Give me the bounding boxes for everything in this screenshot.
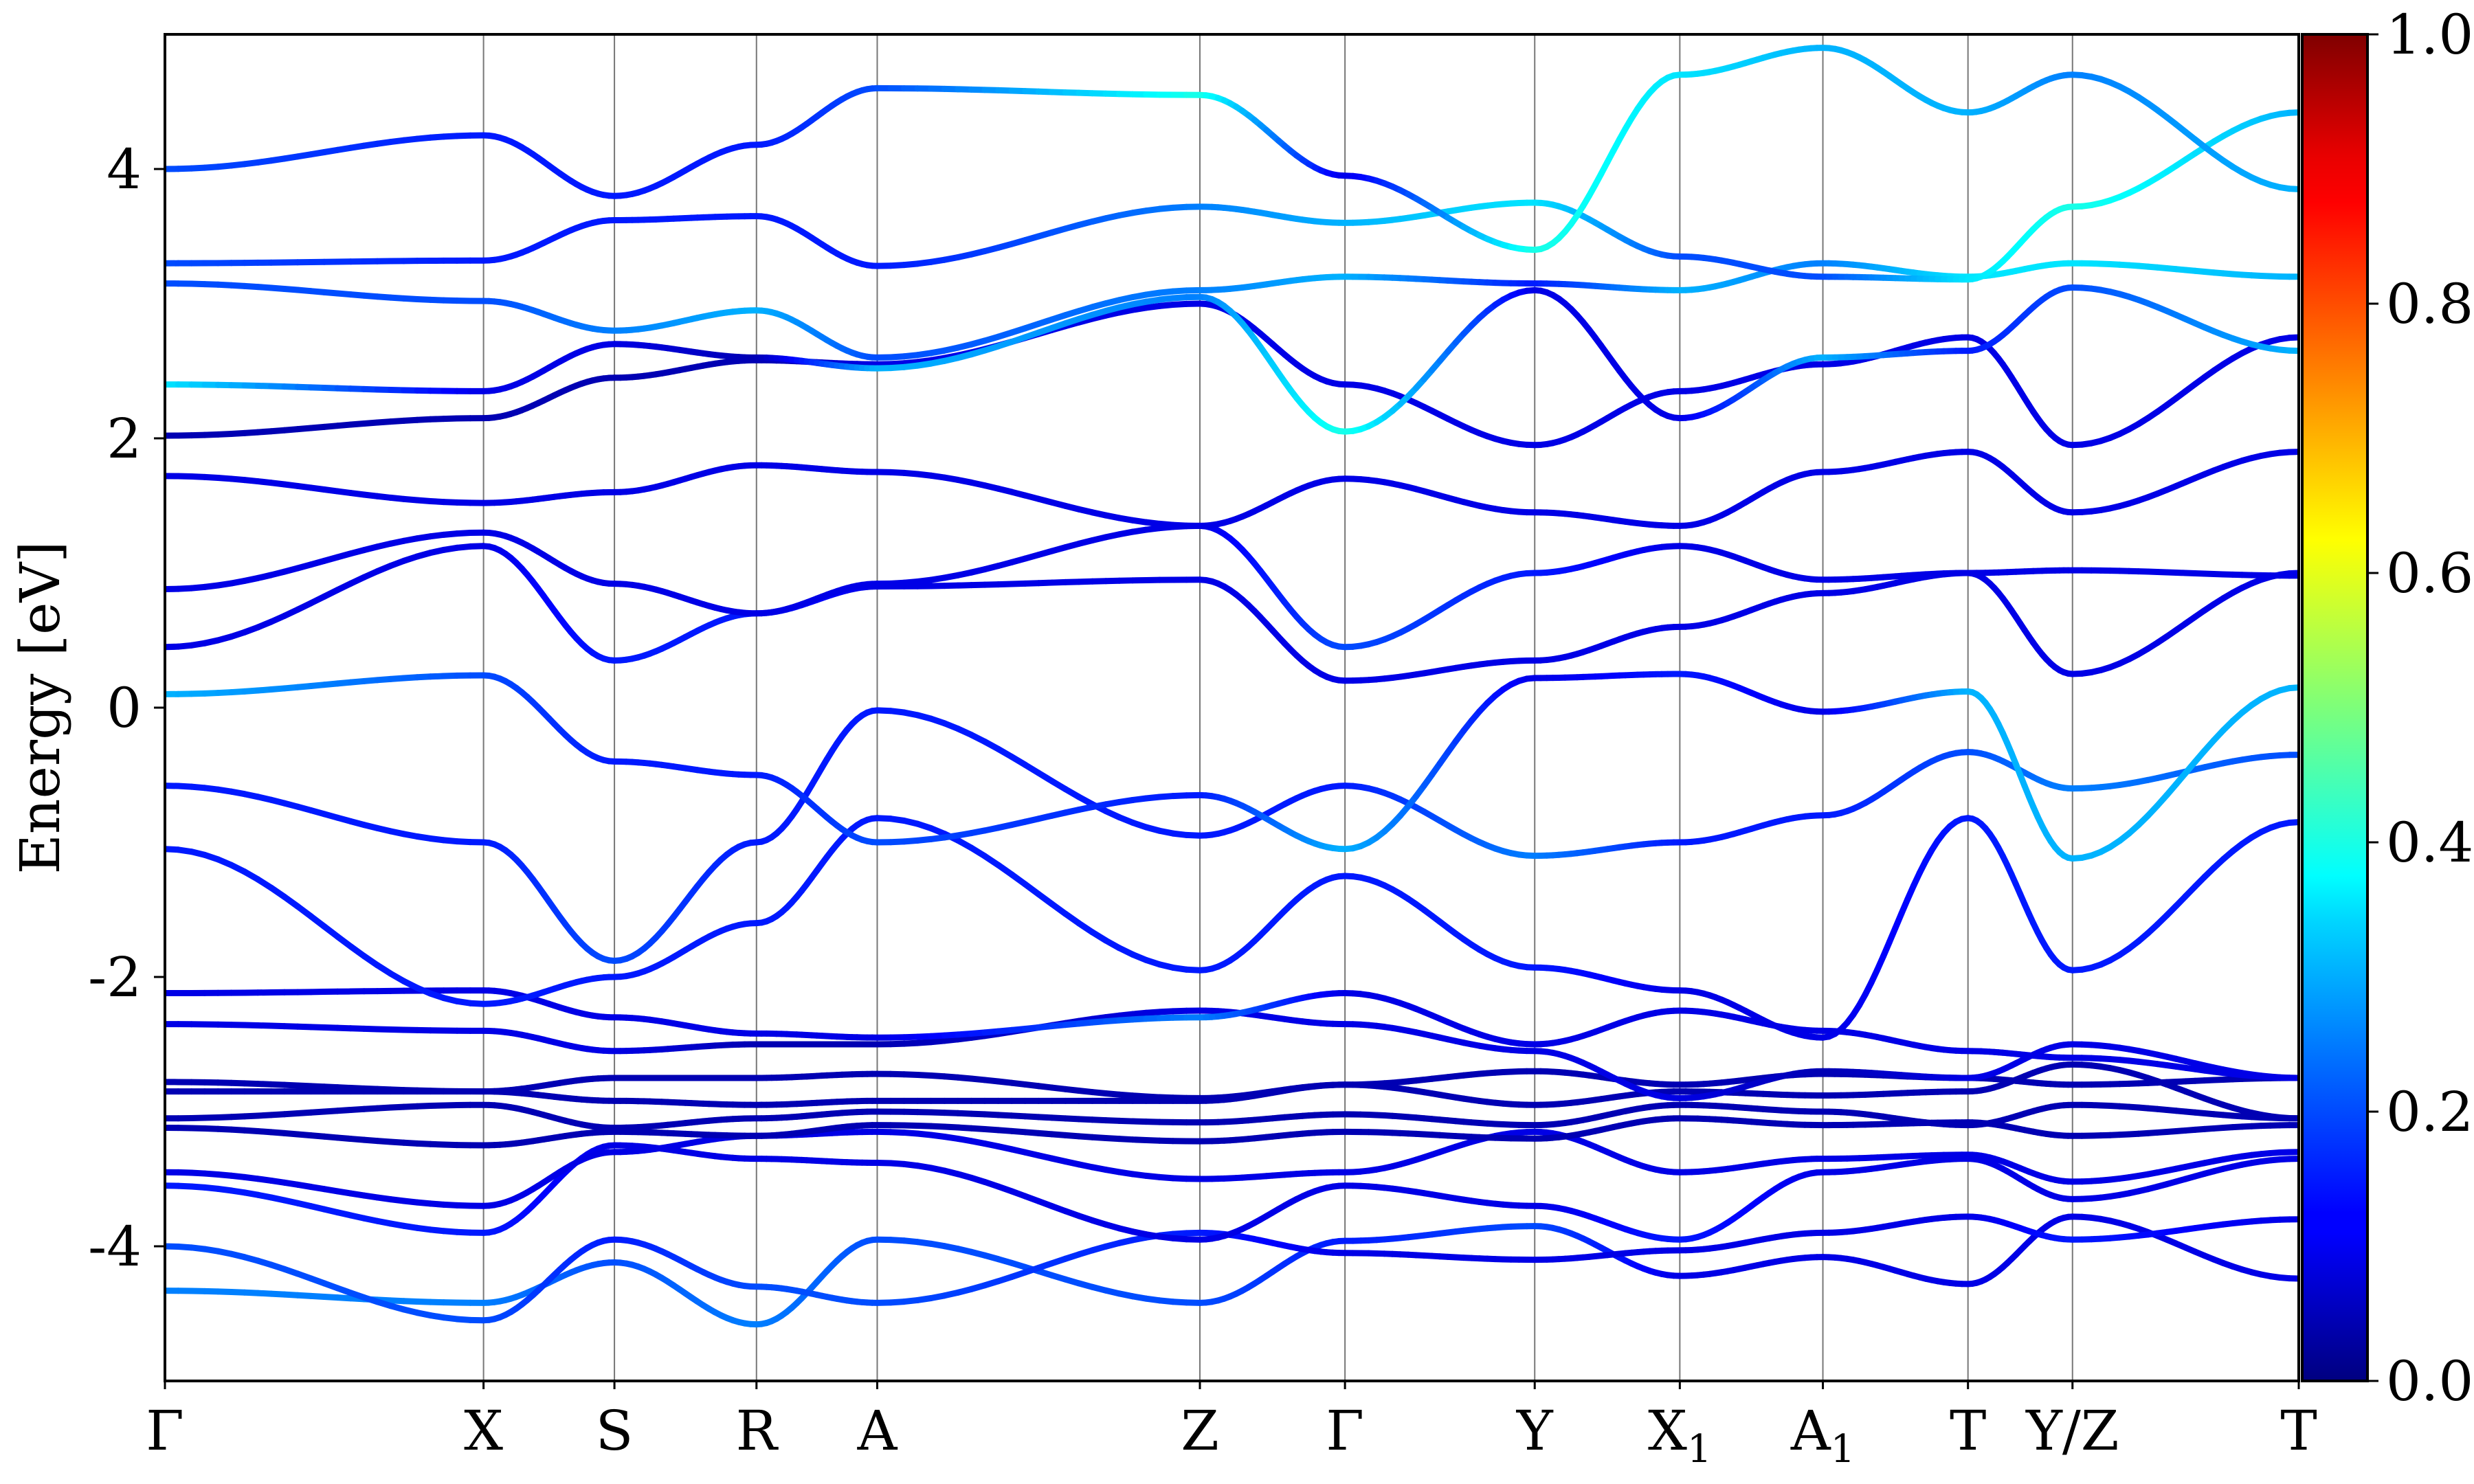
band-12	[165, 707, 2299, 964]
band-lines	[165, 45, 2299, 1328]
band-4	[165, 1128, 2299, 1209]
band-17	[165, 300, 2299, 449]
band-14	[165, 543, 2299, 684]
band-18	[165, 284, 2299, 435]
band-segment	[2286, 819, 2299, 827]
band-9	[165, 1007, 2299, 1101]
band-16	[165, 449, 2299, 529]
band-6	[165, 1101, 2299, 1132]
band-13	[165, 671, 2299, 862]
k-point-gridlines	[482, 34, 2073, 1381]
band-2	[165, 1213, 2299, 1324]
band-7	[165, 1061, 2299, 1122]
band-3	[165, 1142, 2299, 1243]
band-11	[165, 815, 2299, 1041]
band-segment	[2286, 334, 2299, 341]
